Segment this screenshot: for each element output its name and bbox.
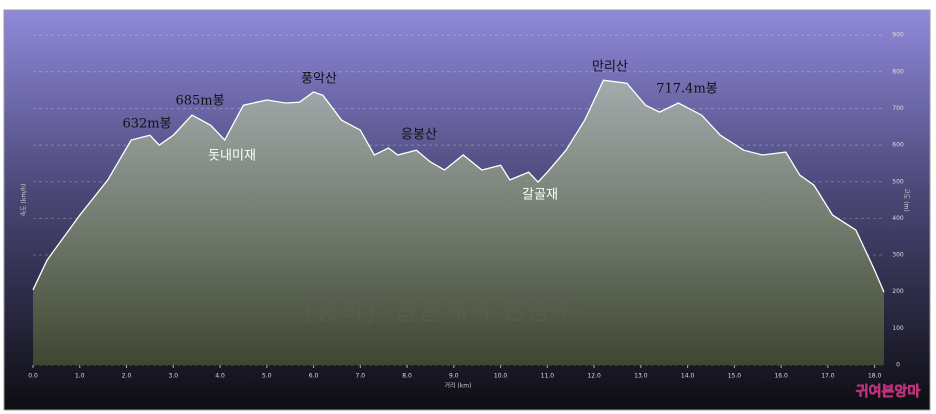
- x-tick-label: 4.0: [215, 373, 225, 380]
- annotation: 풍악산: [301, 72, 337, 87]
- x-tick-label: 12.0: [587, 373, 601, 380]
- y-tick-label: 900: [892, 32, 904, 39]
- x-tick-label: 1.0: [75, 373, 85, 380]
- x-tick-label: 5.0: [262, 373, 272, 380]
- y-tick-label: 100: [892, 325, 904, 332]
- y-tick-label: 200: [892, 288, 904, 295]
- area: [33, 80, 884, 365]
- x-tick-label: 18.0: [868, 373, 882, 380]
- x-tick-label: 0.0: [28, 373, 38, 380]
- x-tick-label: 15.0: [728, 373, 742, 380]
- annotation: 응봉산: [401, 128, 437, 143]
- annotation: 685m봉: [175, 94, 224, 109]
- x-tick-label: 8.0: [402, 373, 412, 380]
- y-tick-label: 0: [896, 362, 900, 369]
- x-tick-label: 9.0: [449, 373, 459, 380]
- annotation: 717.4m봉: [656, 82, 718, 97]
- x-tick-label: 14.0: [681, 373, 695, 380]
- annotation: 갈골재: [522, 188, 558, 203]
- elevation-line: [32, 79, 885, 293]
- logo: 귀여븐앙마: [856, 383, 921, 400]
- x-tick-label: 11.0: [541, 373, 555, 380]
- x-axis-label: 거리 (km): [445, 382, 472, 390]
- x-tick-label: 13.0: [634, 373, 648, 380]
- y-axis-label: 속도 (km/h): [20, 184, 28, 217]
- annotation: 만리산: [592, 60, 628, 75]
- x-tick-label: 6.0: [309, 373, 319, 380]
- x-tick-label: 3.0: [169, 373, 179, 380]
- y-tick-label: 300: [892, 252, 904, 259]
- x-tick-label: 17.0: [821, 373, 835, 380]
- x-tick-label: 2.0: [122, 373, 132, 380]
- x-tick-label: 16.0: [774, 373, 788, 380]
- y-tick-label: 500: [892, 178, 904, 185]
- y-tick-label: 800: [892, 68, 904, 75]
- y2-axis-label: 고도 (m): [903, 188, 910, 211]
- y-tick-label: 400: [892, 215, 904, 222]
- watermark: [봉화] -갈골계곡 환종주-: [304, 296, 585, 327]
- annotation: 돗내미재: [208, 149, 256, 164]
- y-tick-label: 600: [892, 142, 904, 149]
- x-tick-label: 7.0: [356, 373, 366, 380]
- y-tick-label: 700: [892, 105, 904, 112]
- x-tick-label: 10.0: [494, 373, 508, 380]
- annotation: 632m봉: [122, 117, 171, 132]
